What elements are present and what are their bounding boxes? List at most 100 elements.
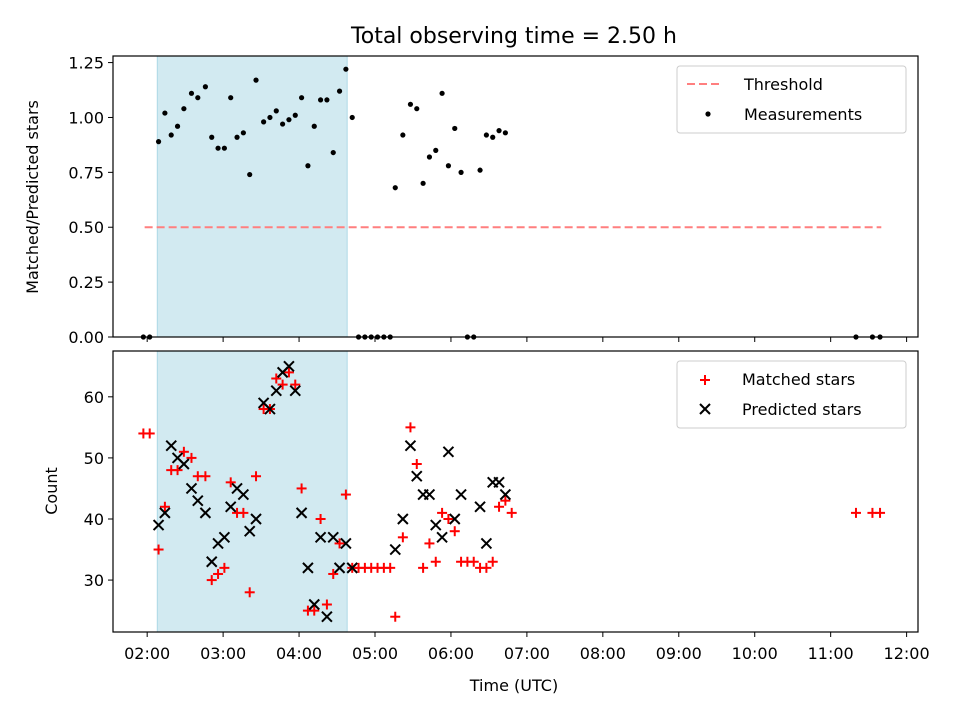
- measurement-point: [181, 106, 187, 112]
- predicted-star-point: [321, 611, 333, 623]
- matched-star-point: [271, 373, 282, 384]
- x-tick-label: 04:00: [276, 644, 322, 663]
- measurement-point: [228, 95, 234, 101]
- measurement-point: [433, 147, 439, 153]
- matched-star-point: [430, 556, 441, 567]
- x-tick-label: 09:00: [656, 644, 702, 663]
- predicted-star-point: [499, 488, 512, 501]
- bottom-y-axis-label: Count: [42, 467, 61, 515]
- predicted-star-point: [455, 488, 467, 501]
- matched-star-point: [213, 568, 224, 579]
- matched-star-point: [506, 507, 517, 518]
- predicted-star-point: [225, 501, 237, 513]
- matched-star-point: [468, 556, 479, 567]
- x-tick-label: 05:00: [352, 644, 398, 663]
- measurement-point: [349, 114, 355, 121]
- matched-star-point: [178, 446, 189, 457]
- matched-star-point: [153, 544, 164, 555]
- predicted-star-point: [411, 470, 423, 482]
- bottom-y-tick-label: 50: [84, 449, 104, 468]
- predicted-star-point: [430, 519, 442, 531]
- matched-star-point: [500, 495, 511, 506]
- predicted-star-point: [152, 519, 165, 531]
- x-tick-label: 11:00: [808, 644, 854, 663]
- bottom-shaded-span: [156, 350, 348, 633]
- matched-star-point: [251, 471, 262, 482]
- predicted-star-point: [237, 488, 250, 501]
- top-y-tick-label: 1.25: [68, 54, 104, 73]
- measurement-point: [195, 95, 201, 101]
- measurement-point: [477, 167, 483, 173]
- predicted-star-point: [302, 562, 314, 574]
- matched-star-point: [159, 501, 170, 512]
- measurement-point: [174, 123, 181, 129]
- legend-predicted-label: Predicted stars: [742, 400, 862, 419]
- matched-star-point: [321, 599, 332, 610]
- predicted-star-point: [493, 476, 505, 489]
- measurement-point: [188, 90, 195, 96]
- measurement-point: [324, 97, 330, 103]
- measurement-point: [209, 134, 215, 140]
- matched-star-point: [309, 605, 320, 616]
- matched-star-point: [411, 459, 422, 470]
- top-shaded-span: [156, 55, 348, 338]
- measurement-point: [202, 84, 208, 90]
- matched-star-point: [334, 538, 345, 549]
- predicted-star-point: [192, 494, 204, 507]
- matched-star-point: [238, 507, 249, 518]
- legend-predicted-swatch: [699, 403, 711, 415]
- matched-star-point: [418, 562, 429, 573]
- x-tick-label: 07:00: [504, 644, 550, 663]
- measurement-point: [162, 110, 168, 116]
- matched-star-point: [405, 422, 416, 433]
- bottom-legend: Matched stars Predicted stars: [676, 360, 907, 429]
- legend-measurements-label: Measurements: [744, 105, 862, 124]
- matched-star-point: [481, 562, 492, 573]
- measurement-point: [261, 119, 267, 125]
- matched-star-point: [494, 501, 505, 512]
- x-tick-label: 08:00: [580, 644, 626, 663]
- legend-matched-swatch: [700, 375, 710, 385]
- predicted-star-point: [270, 384, 282, 397]
- measurement-point: [439, 90, 445, 96]
- matched-star-point: [315, 513, 326, 524]
- measurement-point: [280, 121, 286, 127]
- x-tick-label: 03:00: [200, 644, 246, 663]
- measurement-point: [414, 106, 420, 112]
- measurement-point: [496, 128, 502, 134]
- predicted-star-point: [206, 556, 218, 568]
- measurement-point: [155, 139, 162, 145]
- measurement-point: [490, 134, 496, 140]
- measurement-point: [445, 163, 452, 169]
- predicted-star-point: [327, 531, 339, 544]
- top-y-tick-label: 1.00: [68, 108, 104, 127]
- legend-measurements-swatch: [705, 111, 711, 117]
- predicted-star-point: [449, 513, 461, 525]
- matched-star-point: [390, 611, 401, 622]
- measurement-point: [426, 154, 433, 160]
- predicted-star-point: [308, 598, 320, 611]
- x-tick-label: 02:00: [124, 644, 170, 663]
- measurement-point: [298, 95, 305, 101]
- measurement-point: [483, 132, 489, 138]
- matched-star-point: [200, 471, 211, 482]
- predicted-star-point: [340, 537, 352, 550]
- matched-star-point: [277, 379, 288, 390]
- predicted-star-point: [165, 439, 177, 452]
- matched-star-point: [875, 507, 886, 518]
- predicted-star-point: [264, 403, 276, 415]
- predicted-star-point: [442, 446, 455, 458]
- top-y-tick-label: 0.25: [68, 273, 104, 292]
- predicted-star-point: [314, 531, 327, 544]
- x-tick-label: 12:00: [884, 644, 930, 663]
- predicted-star-point: [436, 531, 448, 544]
- predicted-star-point: [397, 513, 409, 525]
- predicted-star-point: [289, 384, 301, 397]
- predicted-star-point: [295, 507, 308, 519]
- predicted-star-point: [333, 562, 346, 574]
- measurement-point: [253, 77, 259, 83]
- measurement-point: [240, 130, 246, 136]
- matched-star-point: [225, 477, 236, 488]
- measurement-point: [400, 132, 406, 138]
